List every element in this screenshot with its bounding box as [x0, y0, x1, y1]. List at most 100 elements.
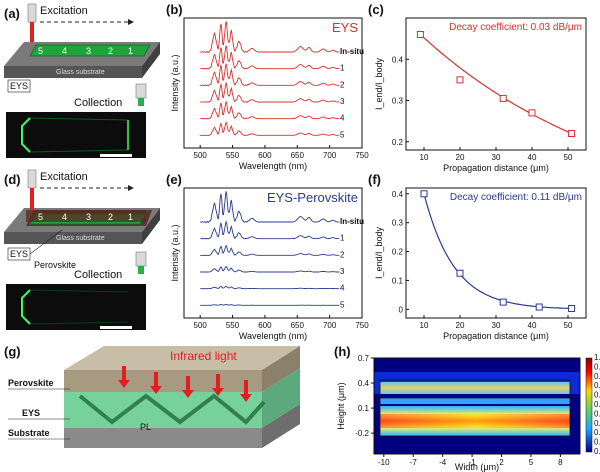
- heatmap-top-band: [380, 382, 570, 394]
- x-tick-label: 2: [499, 458, 504, 467]
- x-axis-label: Propagation distance (μm): [443, 331, 549, 341]
- plot-frame: [183, 187, 363, 319]
- eys-side-face: [262, 368, 300, 428]
- waveguide-body-bottom: [29, 321, 129, 325]
- infrared-arrow-icon: [240, 380, 252, 402]
- x-tick-label: 10: [420, 153, 429, 162]
- panel-label-a: (a): [4, 6, 20, 21]
- scale-bar: [100, 154, 132, 157]
- panel-h: (h) -10 -7 -4 -1 2 5 8 -0.2 0.1 0.4 0.7 Width (μm) H…: [334, 344, 600, 472]
- series-label: 2: [340, 250, 345, 259]
- spectrum-line: [200, 244, 340, 256]
- x-tick-label: -4: [439, 458, 447, 467]
- x-tick-label: 650: [291, 151, 305, 160]
- y-axis-label: Intensity (a.u.): [170, 54, 180, 111]
- series-label: 5: [340, 300, 345, 309]
- y-tick-label: 0.3: [392, 97, 404, 106]
- panel-f: (f) 10 20 30 40 50 0 0.1 0.2 0.3 0.4 Propagation d…: [368, 172, 587, 341]
- spectrum-line: [200, 303, 340, 306]
- x-tick-label: 40: [528, 321, 537, 330]
- spectrum-line: [199, 21, 340, 53]
- x-tick-label: 30: [492, 153, 501, 162]
- panel-a: (a) 5 4 3 2 1 Glass substrate Excitation…: [4, 3, 160, 158]
- data-point: [499, 298, 507, 306]
- collection-objective: [135, 83, 147, 99]
- spectrum-line: [200, 81, 340, 103]
- heatmap-mid-band: [380, 398, 570, 404]
- infrared-light-label: Infrared light: [170, 349, 237, 363]
- series-label: 4: [340, 114, 345, 123]
- waveguide-emission-end: [21, 289, 31, 325]
- infrared-arrow-icon: [118, 366, 130, 388]
- x-tick-label: 50: [564, 153, 573, 162]
- x-tick-label: 700: [323, 321, 337, 330]
- position-4: 4: [62, 46, 67, 56]
- y-axis-label: I_end/I_body: [374, 226, 384, 279]
- chart-title: EYS-Perovskite: [267, 190, 358, 205]
- glass-substrate-side: [142, 208, 160, 244]
- series-label: 3: [340, 97, 345, 106]
- x-tick-label: 500: [194, 321, 208, 330]
- colorbar-tick-label: 0.5: [594, 400, 600, 409]
- heatmap-mode-core: [380, 414, 570, 428]
- collection-objective: [135, 251, 147, 267]
- position-2: 2: [108, 212, 113, 222]
- y-tick-label: 0.4: [358, 379, 370, 388]
- colorbar-tick-label: 0.1: [594, 438, 600, 447]
- data-point: [499, 94, 507, 102]
- eys-label: EYS: [10, 81, 28, 91]
- series-label: In-situ: [340, 217, 364, 226]
- spectrum-line: [200, 285, 340, 290]
- pl-zigzag-path: [78, 393, 266, 425]
- y-tick-label: 0.4: [392, 190, 404, 199]
- glass-substrate-front: [4, 232, 142, 244]
- x-axis-label: Width (μm): [455, 462, 499, 472]
- infrared-arrow-icon: [182, 376, 194, 398]
- glass-substrate-front: [4, 66, 142, 78]
- y-tick-label: 0.4: [392, 55, 404, 64]
- panel-label-h: (h): [334, 344, 351, 359]
- collection-beam: [138, 98, 144, 106]
- panel-label-g: (g): [4, 344, 21, 359]
- fit-curve: [419, 34, 572, 135]
- colorbar-tick-label: 0.8: [594, 372, 600, 381]
- x-tick-label: -7: [410, 458, 418, 467]
- fit-curve: [423, 193, 572, 310]
- glass-substrate-label: Glass substrate: [56, 69, 105, 76]
- eys-label-box: [7, 79, 31, 93]
- panel-d: (d) 5 4 3 2 1 Glass substrate Excitation…: [4, 169, 160, 330]
- y-tick-label: 0.3: [392, 219, 404, 228]
- spectrum-line: [200, 63, 340, 87]
- perovskite-overlay: [26, 210, 146, 222]
- panel-e: (e) 500 550 600 650 700 750 Wavelength (nm) Int…: [166, 172, 369, 341]
- spectrum-line: [200, 220, 340, 240]
- x-tick-label: 20: [456, 321, 465, 330]
- colorbar-tick-label: 0.3: [594, 419, 600, 428]
- y-tick-label: 0.2: [392, 138, 404, 147]
- spectrum-line: [199, 191, 340, 223]
- spectrum-line: [200, 121, 340, 136]
- substrate-side-face: [262, 404, 300, 448]
- data-point: [535, 303, 543, 311]
- x-tick-label: 700: [323, 151, 337, 160]
- data-point: [568, 130, 576, 137]
- x-tick-label: 5: [529, 458, 534, 467]
- chart-title: Decay coefficient: 0.03 dB/μm: [449, 22, 582, 33]
- x-tick-label: 750: [355, 321, 369, 330]
- x-tick-label: 50: [564, 321, 573, 330]
- x-axis-label: Wavelength (nm): [239, 161, 307, 171]
- series-label: 3: [340, 267, 345, 276]
- position-4: 4: [62, 212, 67, 222]
- x-tick-label: 40: [528, 153, 537, 162]
- glass-substrate-side: [142, 42, 160, 78]
- colorbar-tick-label: 0.7: [594, 381, 600, 390]
- y-tick-label: 0.7: [358, 354, 370, 363]
- chart-title: Decay coefficient: 0.11 dB/μm: [450, 192, 582, 203]
- spectrum-line: [200, 100, 340, 120]
- perovskite-label: Perovskite: [34, 260, 76, 270]
- data-point: [416, 31, 424, 38]
- y-tick-label: 0.1: [358, 404, 370, 413]
- perovskite-front-face: [64, 370, 262, 392]
- series-label: 5: [340, 130, 345, 139]
